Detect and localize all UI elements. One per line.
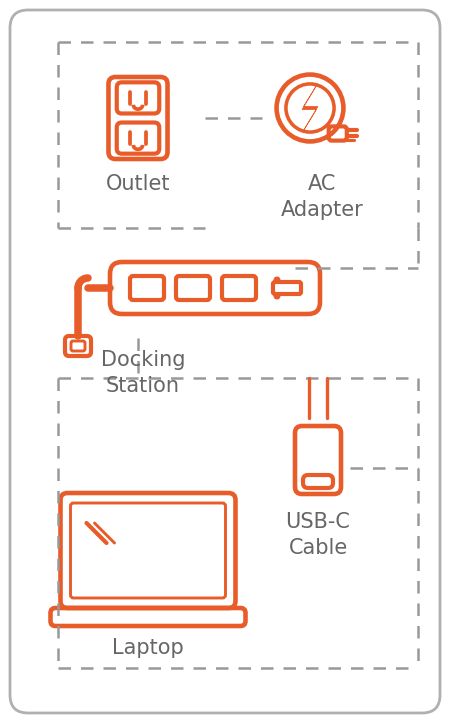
Text: AC
Adapter: AC Adapter bbox=[281, 174, 364, 220]
FancyBboxPatch shape bbox=[10, 10, 440, 713]
Text: Laptop: Laptop bbox=[112, 638, 184, 658]
Polygon shape bbox=[302, 85, 318, 130]
Circle shape bbox=[274, 293, 280, 299]
Text: Docking
Station: Docking Station bbox=[101, 350, 185, 395]
Text: USB-C
Cable: USB-C Cable bbox=[286, 512, 351, 557]
Circle shape bbox=[274, 276, 280, 283]
Text: Outlet: Outlet bbox=[106, 174, 170, 194]
